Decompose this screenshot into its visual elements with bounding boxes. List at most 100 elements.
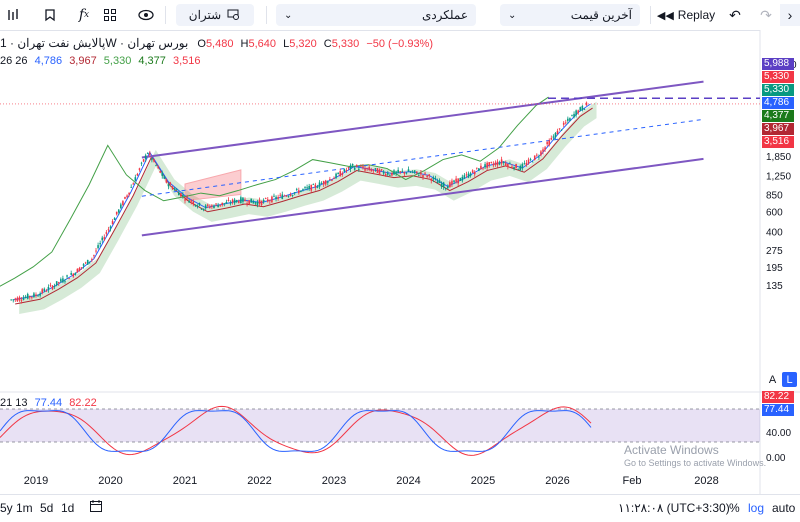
candle-body (12, 299, 15, 301)
o-label: O (197, 38, 206, 50)
osc-badge: 77.44 (762, 404, 794, 416)
candle-body (413, 170, 416, 173)
candle-body (455, 178, 457, 182)
candle-body (391, 172, 393, 176)
candle-body (331, 179, 333, 181)
candle-body (300, 190, 302, 192)
range-1m[interactable]: 1m (16, 501, 33, 515)
candle-body (211, 205, 213, 207)
ichimoku-cloud-bearish (184, 169, 242, 202)
candle-body (109, 226, 112, 229)
osc-tick-label: 0.00 (766, 453, 786, 464)
range-1d[interactable]: 1d (61, 501, 75, 515)
candle-body (560, 129, 563, 131)
candle-body (89, 261, 91, 263)
osc-k-value: 77.44 (34, 397, 63, 409)
h-value: 5,640 (248, 38, 277, 50)
x-tick-label: 2025 (471, 475, 495, 487)
x-tick-label: Feb (623, 475, 642, 487)
y-tick-label: 600 (766, 208, 783, 219)
candle-body (583, 108, 586, 110)
candle-body (564, 122, 567, 124)
candle-body (577, 110, 579, 114)
x-tick-label: 2020 (98, 475, 122, 487)
price-chart[interactable]: 12,0002,6001,8501,2508506004002751951352… (0, 30, 800, 494)
ichimoku-value: 5,330 (103, 55, 132, 67)
candle-body (507, 163, 509, 167)
eye-icon[interactable] (136, 5, 156, 25)
expand-icon[interactable]: › (780, 4, 800, 26)
candle-body (409, 171, 412, 173)
log-toggle[interactable]: log (748, 501, 765, 515)
candle-body (339, 171, 342, 177)
auto-toggle[interactable]: auto (772, 501, 796, 515)
candle-body (461, 176, 464, 181)
candle-body (62, 278, 64, 283)
y-tick-label: 275 (766, 246, 783, 257)
compare-button[interactable]: شتران (176, 4, 254, 26)
candle-body (275, 196, 277, 199)
candle-body (84, 262, 87, 264)
candle-body (163, 176, 166, 179)
undo-icon[interactable]: ↶ (729, 6, 741, 23)
candle-body (186, 196, 188, 198)
y-tick-label: 135 (766, 281, 783, 292)
osc-badge: 82.22 (762, 391, 794, 403)
templates-icon[interactable] (100, 5, 120, 25)
clock-time[interactable]: ۱۱:۲۸:۰۸ (UTC+3:30) (618, 501, 730, 515)
candle-body (55, 281, 58, 286)
candle-body (529, 159, 532, 160)
replay-label: Replay (677, 8, 716, 22)
auto-scale-button[interactable]: A (765, 372, 780, 387)
candle-body (76, 268, 79, 273)
candle-body (393, 170, 395, 175)
x-tick-label: 2028 (694, 475, 718, 487)
candle-body (405, 172, 408, 174)
candle-body (138, 168, 141, 170)
candle-body (432, 177, 435, 180)
kijun-line (15, 107, 593, 305)
replay-button[interactable]: ◀◀ Replay (656, 4, 716, 26)
calendar-icon[interactable] (89, 499, 103, 516)
candle-body (469, 173, 472, 176)
candle-body (471, 170, 474, 173)
range-5y[interactable]: 5y (0, 501, 13, 515)
candle-body (184, 199, 186, 201)
candle-body (440, 183, 443, 188)
candle-body (366, 167, 368, 169)
candle-body (149, 153, 151, 155)
chevron-down-icon: ⌄ (508, 9, 517, 21)
candle-body (14, 298, 17, 300)
c-value: 5,330 (331, 38, 360, 50)
price-type-select[interactable]: ⌄ آخرین قیمت (500, 4, 640, 26)
chikou-line (0, 96, 549, 287)
osc-k-line (0, 410, 592, 452)
candle-body (64, 280, 66, 282)
chart-type-select[interactable]: ⌄ عملکردی (276, 4, 476, 26)
range-5d[interactable]: 5d (40, 501, 54, 515)
candle-body (567, 118, 569, 121)
candle-body (291, 194, 294, 196)
candle-body (173, 188, 176, 191)
candle-body (575, 110, 577, 116)
ichimoku-value: 3,967 (69, 55, 97, 67)
candle-body (324, 180, 327, 185)
bottom-bar: 5y 1m 5d 1d ۱۱:۲۸:۰۸ (UTC+3:30) % log au… (0, 494, 800, 522)
candle-body (556, 130, 559, 135)
candle-body (378, 169, 381, 175)
redo-icon[interactable]: ↷ (760, 6, 772, 23)
candle-body (459, 177, 462, 181)
candle-body (24, 296, 27, 298)
candle-body (266, 199, 269, 202)
candle-body (132, 183, 135, 185)
candle-body (18, 297, 21, 301)
candle-body (256, 201, 259, 206)
ichimoku-legend: 26 26 4,786 3,967 5,330 4,377 3,516 (0, 55, 201, 67)
candle-body (548, 140, 551, 146)
bars-style-icon[interactable] (4, 5, 24, 25)
candle-body (209, 206, 211, 208)
percent-toggle[interactable]: % (729, 501, 740, 515)
alert-icon[interactable] (40, 5, 60, 25)
log-scale-button[interactable]: L (782, 372, 797, 387)
